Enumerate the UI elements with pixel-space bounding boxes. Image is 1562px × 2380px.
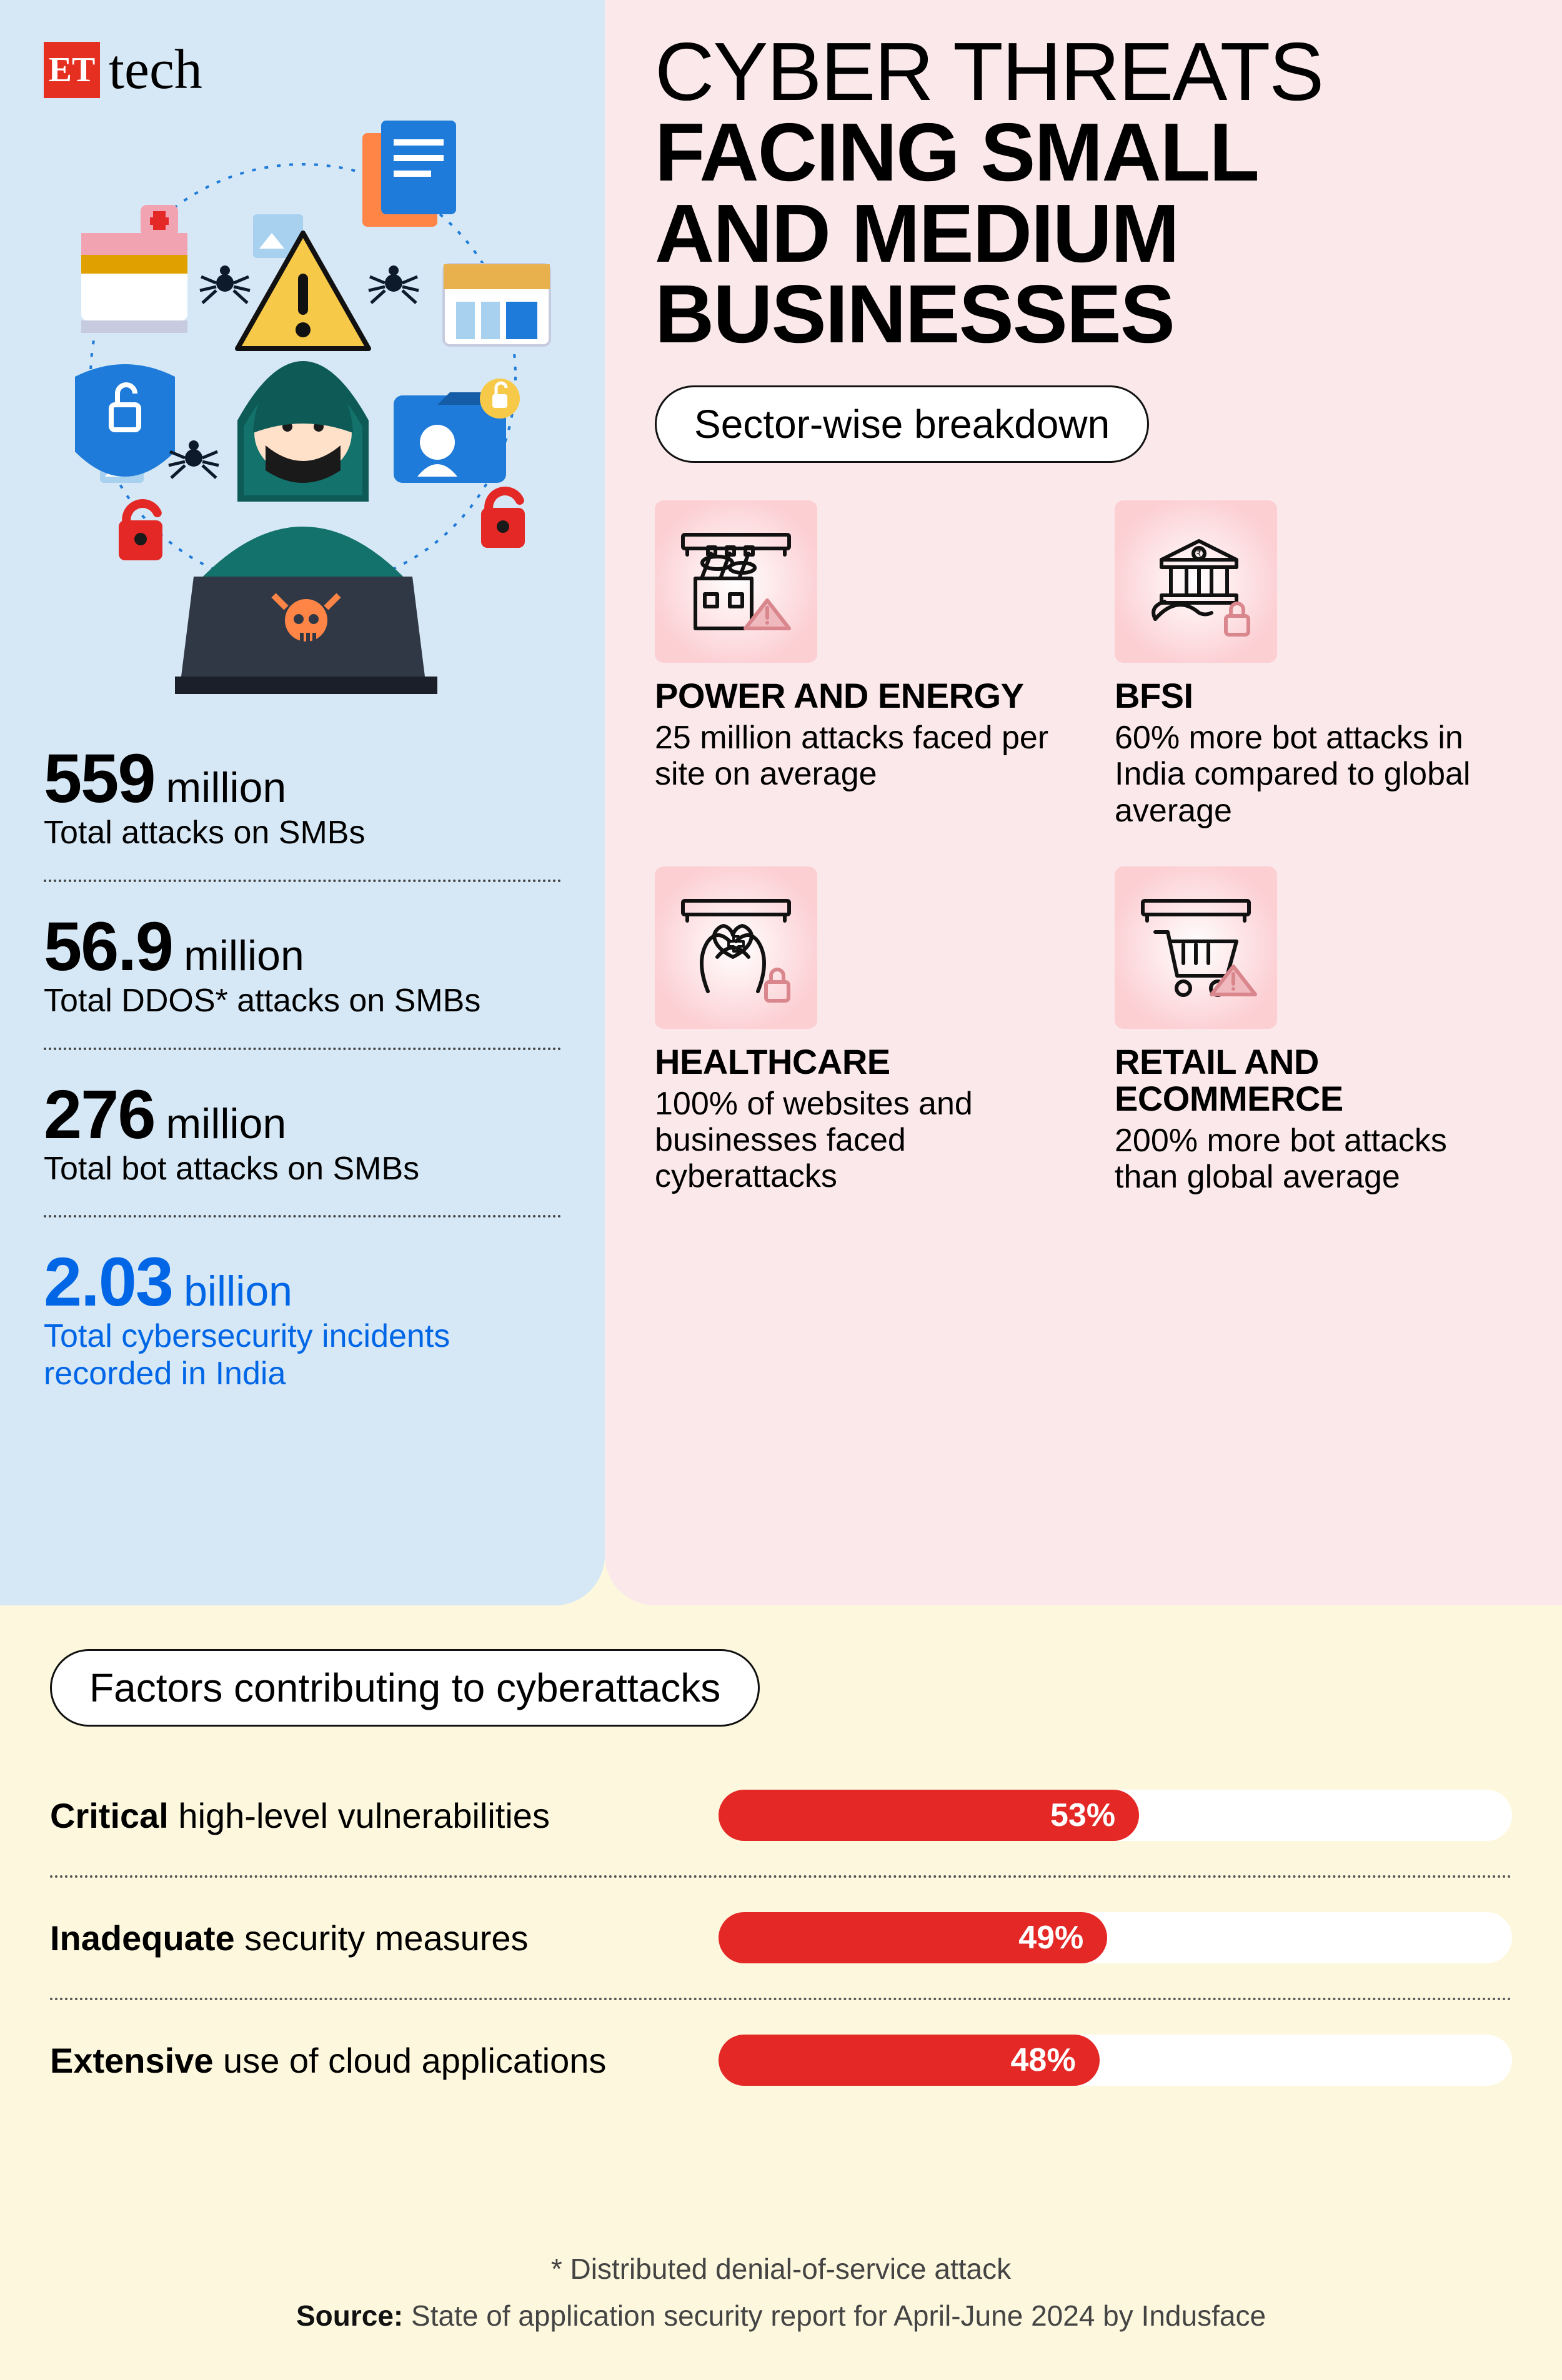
logo-text: tech	[109, 37, 202, 102]
stat-unit: million	[166, 1099, 287, 1148]
page: ET tech	[0, 0, 1562, 2380]
sector-desc: 25 million attacks faced per site on ave…	[655, 720, 1052, 792]
bar-pct: 49%	[1018, 1919, 1083, 1956]
factor-label-bold: Critical	[50, 1796, 169, 1835]
bar-pct: 53%	[1050, 1797, 1115, 1834]
footnote-source-text: State of application security report for…	[403, 2299, 1266, 2332]
divider	[44, 1048, 561, 1050]
divider	[44, 1215, 561, 1217]
headline-line: BUSINESSES	[655, 268, 1174, 360]
factors-list: Critical high-level vulnerabilities 53% …	[50, 1755, 1512, 2086]
headline-line: AND MEDIUM	[655, 187, 1178, 279]
factor-row: Extensive use of cloud applications 48%	[50, 2035, 1512, 2086]
logo: ET tech	[44, 37, 561, 102]
footnote-ddos: * Distributed denial-of-service attack	[0, 2252, 1562, 2286]
bar-track: 49%	[719, 1912, 1512, 1963]
stat-unit: million	[184, 931, 304, 980]
stat-item: 2.03 billion Total cybersecurity inciden…	[44, 1242, 561, 1393]
sector-desc: 60% more bot attacks in India compared t…	[1115, 720, 1512, 829]
factor-label-bold: Extensive	[50, 2041, 214, 2080]
stat-value: 2.03	[44, 1242, 172, 1322]
bar-track: 53%	[719, 1790, 1512, 1841]
stat-value: 56.9	[44, 907, 172, 986]
factors-pill: Factors contributing to cyberattacks	[50, 1649, 760, 1727]
stat-item: 559 million Total attacks on SMBs	[44, 739, 561, 852]
stat-value: 559	[44, 739, 155, 818]
stat-item: 56.9 million Total DDOS* attacks on SMBs	[44, 907, 561, 1020]
factor-label: Extensive use of cloud applications	[50, 2040, 681, 2081]
factor-row: Critical high-level vulnerabilities 53%	[50, 1790, 1512, 1841]
sector-pill: Sector-wise breakdown	[655, 385, 1149, 463]
sector-title: HEALTHCARE	[655, 1044, 1052, 1081]
stat-unit: billion	[184, 1267, 292, 1316]
stat-value: 276	[44, 1075, 155, 1154]
bar-fill: 49%	[719, 1912, 1107, 1963]
sector-desc: 200% more bot attacks than global averag…	[1115, 1123, 1512, 1195]
power-icon	[655, 500, 817, 663]
sector-title: POWER AND ENERGY	[655, 678, 1052, 715]
factor-label-bold: Inadequate	[50, 1918, 235, 1958]
logo-badge: ET	[44, 42, 100, 98]
footnote-source-label: Source:	[296, 2299, 403, 2332]
sector-desc: 100% of websites and businesses faced cy…	[655, 1086, 1052, 1195]
stats-list: 559 million Total attacks on SMBs 56.9 m…	[44, 739, 561, 1393]
divider	[50, 1998, 1512, 2000]
bar-fill: 48%	[719, 2035, 1100, 2086]
divider	[50, 1875, 1512, 1878]
sector-title: BFSI	[1115, 678, 1512, 715]
footnote-source: Source: State of application security re…	[0, 2299, 1562, 2333]
sector-title: RETAIL AND ECOMMERCE	[1115, 1044, 1512, 1118]
sector-card-retail: RETAIL AND ECOMMERCE 200% more bot attac…	[1115, 866, 1512, 1195]
bar-fill: 53%	[719, 1790, 1139, 1841]
headline: CYBER THREATS FACING SMALL AND MEDIUM BU…	[655, 31, 1512, 354]
left-panel: ET tech	[0, 0, 605, 1605]
stat-unit: million	[166, 763, 287, 812]
headline-line: FACING SMALL	[655, 106, 1258, 198]
factor-row: Inadequate security measures 49%	[50, 1912, 1512, 1963]
right-panel: CYBER THREATS FACING SMALL AND MEDIUM BU…	[605, 0, 1562, 1605]
factor-label: Critical high-level vulnerabilities	[50, 1795, 681, 1836]
bfsi-icon: ₹	[1115, 500, 1277, 663]
factors-heading-wrap: Factors contributing to cyberattacks	[50, 1649, 760, 1727]
bar-track: 48%	[719, 2035, 1512, 2086]
hacker-illustration	[44, 108, 562, 720]
sector-card-bfsi: ₹ BFSI 60% more bot attacks in India com…	[1115, 500, 1512, 829]
factor-label-rest: security measures	[235, 1918, 529, 1958]
sector-grid: POWER AND ENERGY 25 million attacks face…	[655, 500, 1512, 1195]
retail-icon	[1115, 866, 1277, 1029]
svg-text:₹: ₹	[1196, 548, 1202, 558]
stat-desc: Total attacks on SMBs	[44, 815, 561, 852]
bar-pct: 48%	[1011, 2041, 1076, 2079]
divider	[44, 880, 561, 882]
sector-card-power: POWER AND ENERGY 25 million attacks face…	[655, 500, 1052, 829]
factor-label: Inadequate security measures	[50, 1918, 681, 1958]
sector-card-healthcare: HEALTHCARE 100% of websites and business…	[655, 866, 1052, 1195]
stat-desc: Total cybersecurity incidents recorded i…	[44, 1318, 561, 1393]
factor-label-rest: use of cloud applications	[214, 2041, 607, 2080]
stat-desc: Total bot attacks on SMBs	[44, 1151, 561, 1188]
healthcare-icon	[655, 866, 817, 1029]
stat-item: 276 million Total bot attacks on SMBs	[44, 1075, 561, 1188]
factor-label-rest: high-level vulnerabilities	[169, 1796, 550, 1835]
stat-desc: Total DDOS* attacks on SMBs	[44, 983, 561, 1020]
headline-line: CYBER THREATS	[655, 26, 1323, 117]
